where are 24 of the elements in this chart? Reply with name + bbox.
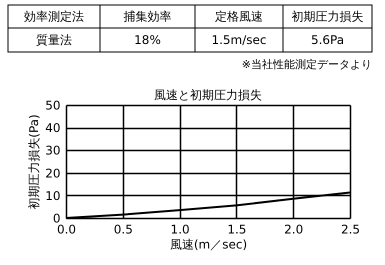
x-tick-label: 1.5: [227, 222, 246, 236]
text: 5.6Pa: [310, 33, 344, 47]
x-tick-label: 0.5: [114, 222, 133, 236]
text: 定格風速: [215, 10, 263, 24]
chart-title: 風速と初期圧力損失: [154, 88, 262, 102]
x-tick-label: 2.5: [340, 222, 360, 236]
y-tick-label: 30: [45, 144, 60, 158]
y-tick-label: 40: [45, 121, 60, 136]
y-tick-label: 0: [52, 212, 60, 226]
y-tick-label: 50: [45, 98, 60, 112]
text: 質量法: [36, 33, 72, 47]
text: 捕集効率: [124, 10, 172, 24]
x-tick-label: 1.0: [170, 222, 190, 236]
text: 初期圧力損失: [292, 10, 364, 24]
y-axis-title: 初期圧力損失(Pa): [27, 114, 42, 210]
x-tick-label: 2.0: [284, 222, 304, 236]
y-tick-label: 20: [45, 166, 60, 180]
text: ※当社性能測定データより: [242, 58, 372, 71]
text: 効率測定法: [24, 10, 84, 24]
text: 18%: [134, 33, 161, 47]
y-tick-label: 10: [45, 188, 60, 203]
x-axis-title: 風速(m／sec): [170, 238, 248, 252]
x-tick-label: 0.0: [56, 222, 76, 236]
text: 1.5m/sec: [211, 33, 267, 47]
